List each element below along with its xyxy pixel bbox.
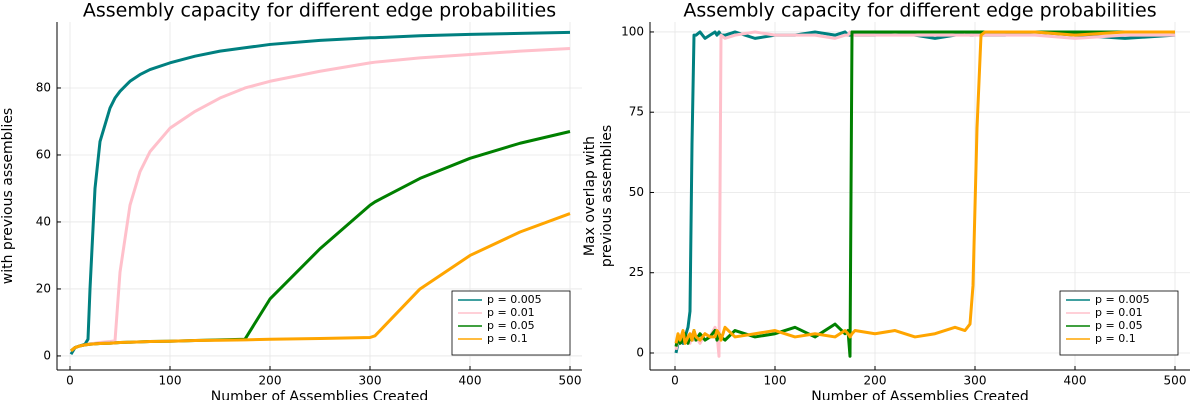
y-tick-label: 80 — [36, 80, 51, 94]
x-axis-label: Number of Assemblies Created — [211, 389, 428, 400]
x-tick-label: 500 — [1164, 374, 1187, 388]
chart-title: Assembly capacity for different edge pro… — [683, 0, 1156, 22]
x-tick-label: 200 — [864, 374, 887, 388]
data-line — [674, 30, 1175, 345]
chart-title: Assembly capacity for different edge pro… — [83, 0, 556, 22]
legend-label: p = 0.01 — [1095, 306, 1143, 319]
y-tick-label: 40 — [36, 214, 51, 228]
x-tick-label: 0 — [66, 374, 74, 388]
data-line — [69, 30, 571, 356]
plot-area — [674, 30, 1176, 358]
legend-box — [1059, 290, 1179, 356]
legend-label: p = 0.005 — [487, 293, 542, 306]
y-tick-label: 60 — [36, 147, 51, 161]
data-line — [70, 212, 571, 353]
x-tick-label: 0 — [671, 374, 679, 388]
y-tick-label: 20 — [36, 281, 51, 295]
legend-label: p = 0.01 — [487, 306, 535, 319]
x-tick-label: 400 — [1064, 374, 1087, 388]
legend-box — [451, 290, 571, 356]
x-axis-label: Number of Assemblies Created — [811, 389, 1028, 400]
y-axis-label: Max overlap with — [582, 136, 598, 256]
legend-label: p = 0.05 — [1095, 319, 1143, 332]
x-tick-label: 400 — [459, 374, 482, 388]
legend-label: p = 0.1 — [487, 332, 528, 345]
y-tick-label: 0 — [43, 348, 51, 362]
y-axis-label: previous assemblies — [599, 125, 615, 267]
x-tick-label: 500 — [559, 374, 582, 388]
x-tick-label: 300 — [359, 374, 382, 388]
x-tick-label: 300 — [964, 374, 987, 388]
x-tick-label: 100 — [764, 374, 787, 388]
y-tick-label: 100 — [621, 24, 644, 38]
x-tick-label: 100 — [159, 374, 182, 388]
y-tick-label: 0 — [636, 345, 644, 359]
y-tick-label: 50 — [629, 185, 644, 199]
y-axis-label: with previous assemblies — [0, 108, 16, 284]
legend-label: p = 0.05 — [487, 319, 535, 332]
x-tick-label: 200 — [259, 374, 282, 388]
legend-label: p = 0.005 — [1095, 293, 1150, 306]
y-tick-label: 75 — [629, 105, 644, 119]
plot-area — [69, 30, 571, 356]
y-tick-label: 25 — [629, 265, 644, 279]
legend-label: p = 0.1 — [1095, 332, 1136, 345]
